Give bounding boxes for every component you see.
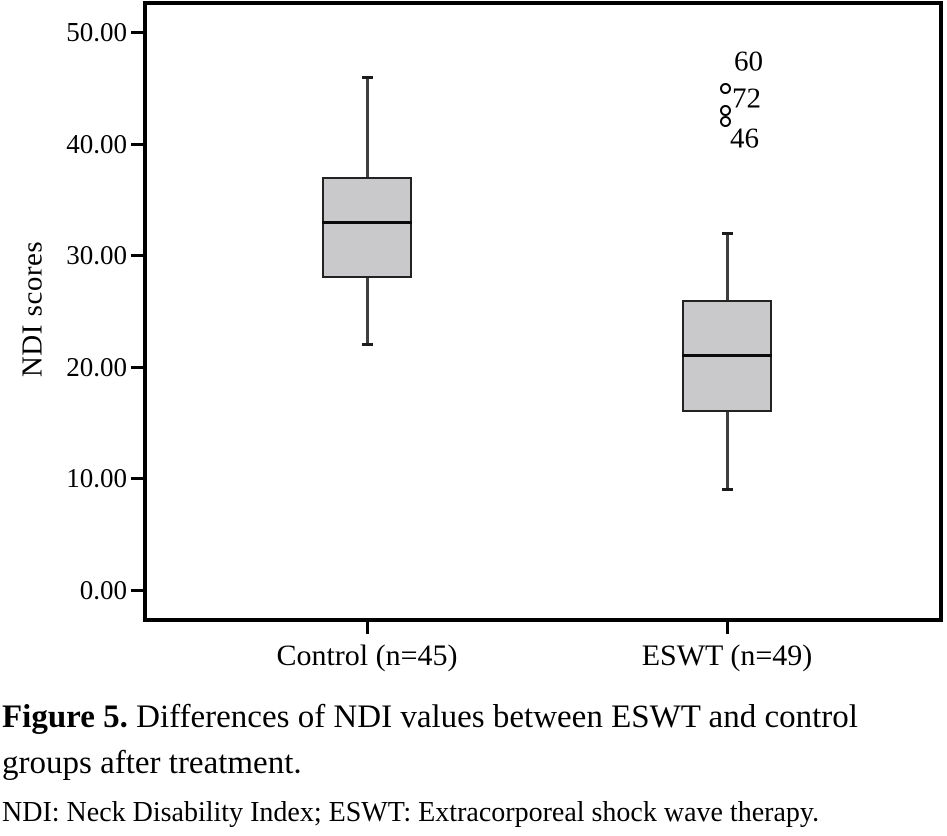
outlier-point xyxy=(719,82,731,94)
y-axis-tick xyxy=(131,477,144,480)
y-axis-tick-label: 40.00 xyxy=(66,128,127,159)
lower-whisker-cap xyxy=(721,488,733,492)
iqr-box xyxy=(322,177,412,278)
median-line xyxy=(682,354,772,358)
y-axis-tick xyxy=(131,31,144,34)
lower-whisker xyxy=(725,411,729,490)
boxplot-chart: NDI scores 0.00 10.00 20.00 30.00 40.00 50.00… xyxy=(17,1,943,672)
lower-whisker xyxy=(365,277,369,345)
figure-caption-text: Differences of NDI values between ESWT a… xyxy=(2,699,858,781)
outlier-case-label: 60 xyxy=(734,45,763,78)
figure-caption: Figure 5. Differences of NDI values betw… xyxy=(2,694,902,786)
y-axis-tick xyxy=(131,365,144,369)
upper-whisker-cap xyxy=(721,231,733,235)
x-axis-tick xyxy=(725,622,729,634)
figure-caption-label: Figure 5. xyxy=(2,699,128,735)
median-line xyxy=(322,220,412,224)
y-axis-tick xyxy=(131,254,144,257)
y-axis-tick-label: 20.00 xyxy=(66,351,127,382)
outlier-case-label: 46 xyxy=(730,122,759,155)
outlier-case-label: 72 xyxy=(732,82,761,115)
x-category-label: Control (n=45) xyxy=(276,639,458,672)
y-axis-tick-label: 0.00 xyxy=(79,574,127,605)
y-axis-tick-label: 30.00 xyxy=(66,240,127,270)
y-axis-tick xyxy=(131,142,144,146)
x-category-label: ESWT (n=49) xyxy=(641,639,813,672)
lower-whisker-cap xyxy=(361,343,373,347)
outlier-point xyxy=(719,105,731,117)
outlier-point xyxy=(719,116,731,128)
plot-area-border xyxy=(143,1,943,622)
y-axis-tick-label: 10.00 xyxy=(66,463,127,493)
upper-whisker xyxy=(365,77,369,178)
upper-whisker xyxy=(725,233,729,301)
y-axis-tick xyxy=(131,588,144,592)
y-axis-tick-label: 50.00 xyxy=(66,17,127,47)
x-axis-tick xyxy=(365,622,369,634)
figure-footnote: NDI: Neck Disability Index; ESWT: Extrac… xyxy=(2,797,820,828)
upper-whisker-cap xyxy=(361,75,373,79)
